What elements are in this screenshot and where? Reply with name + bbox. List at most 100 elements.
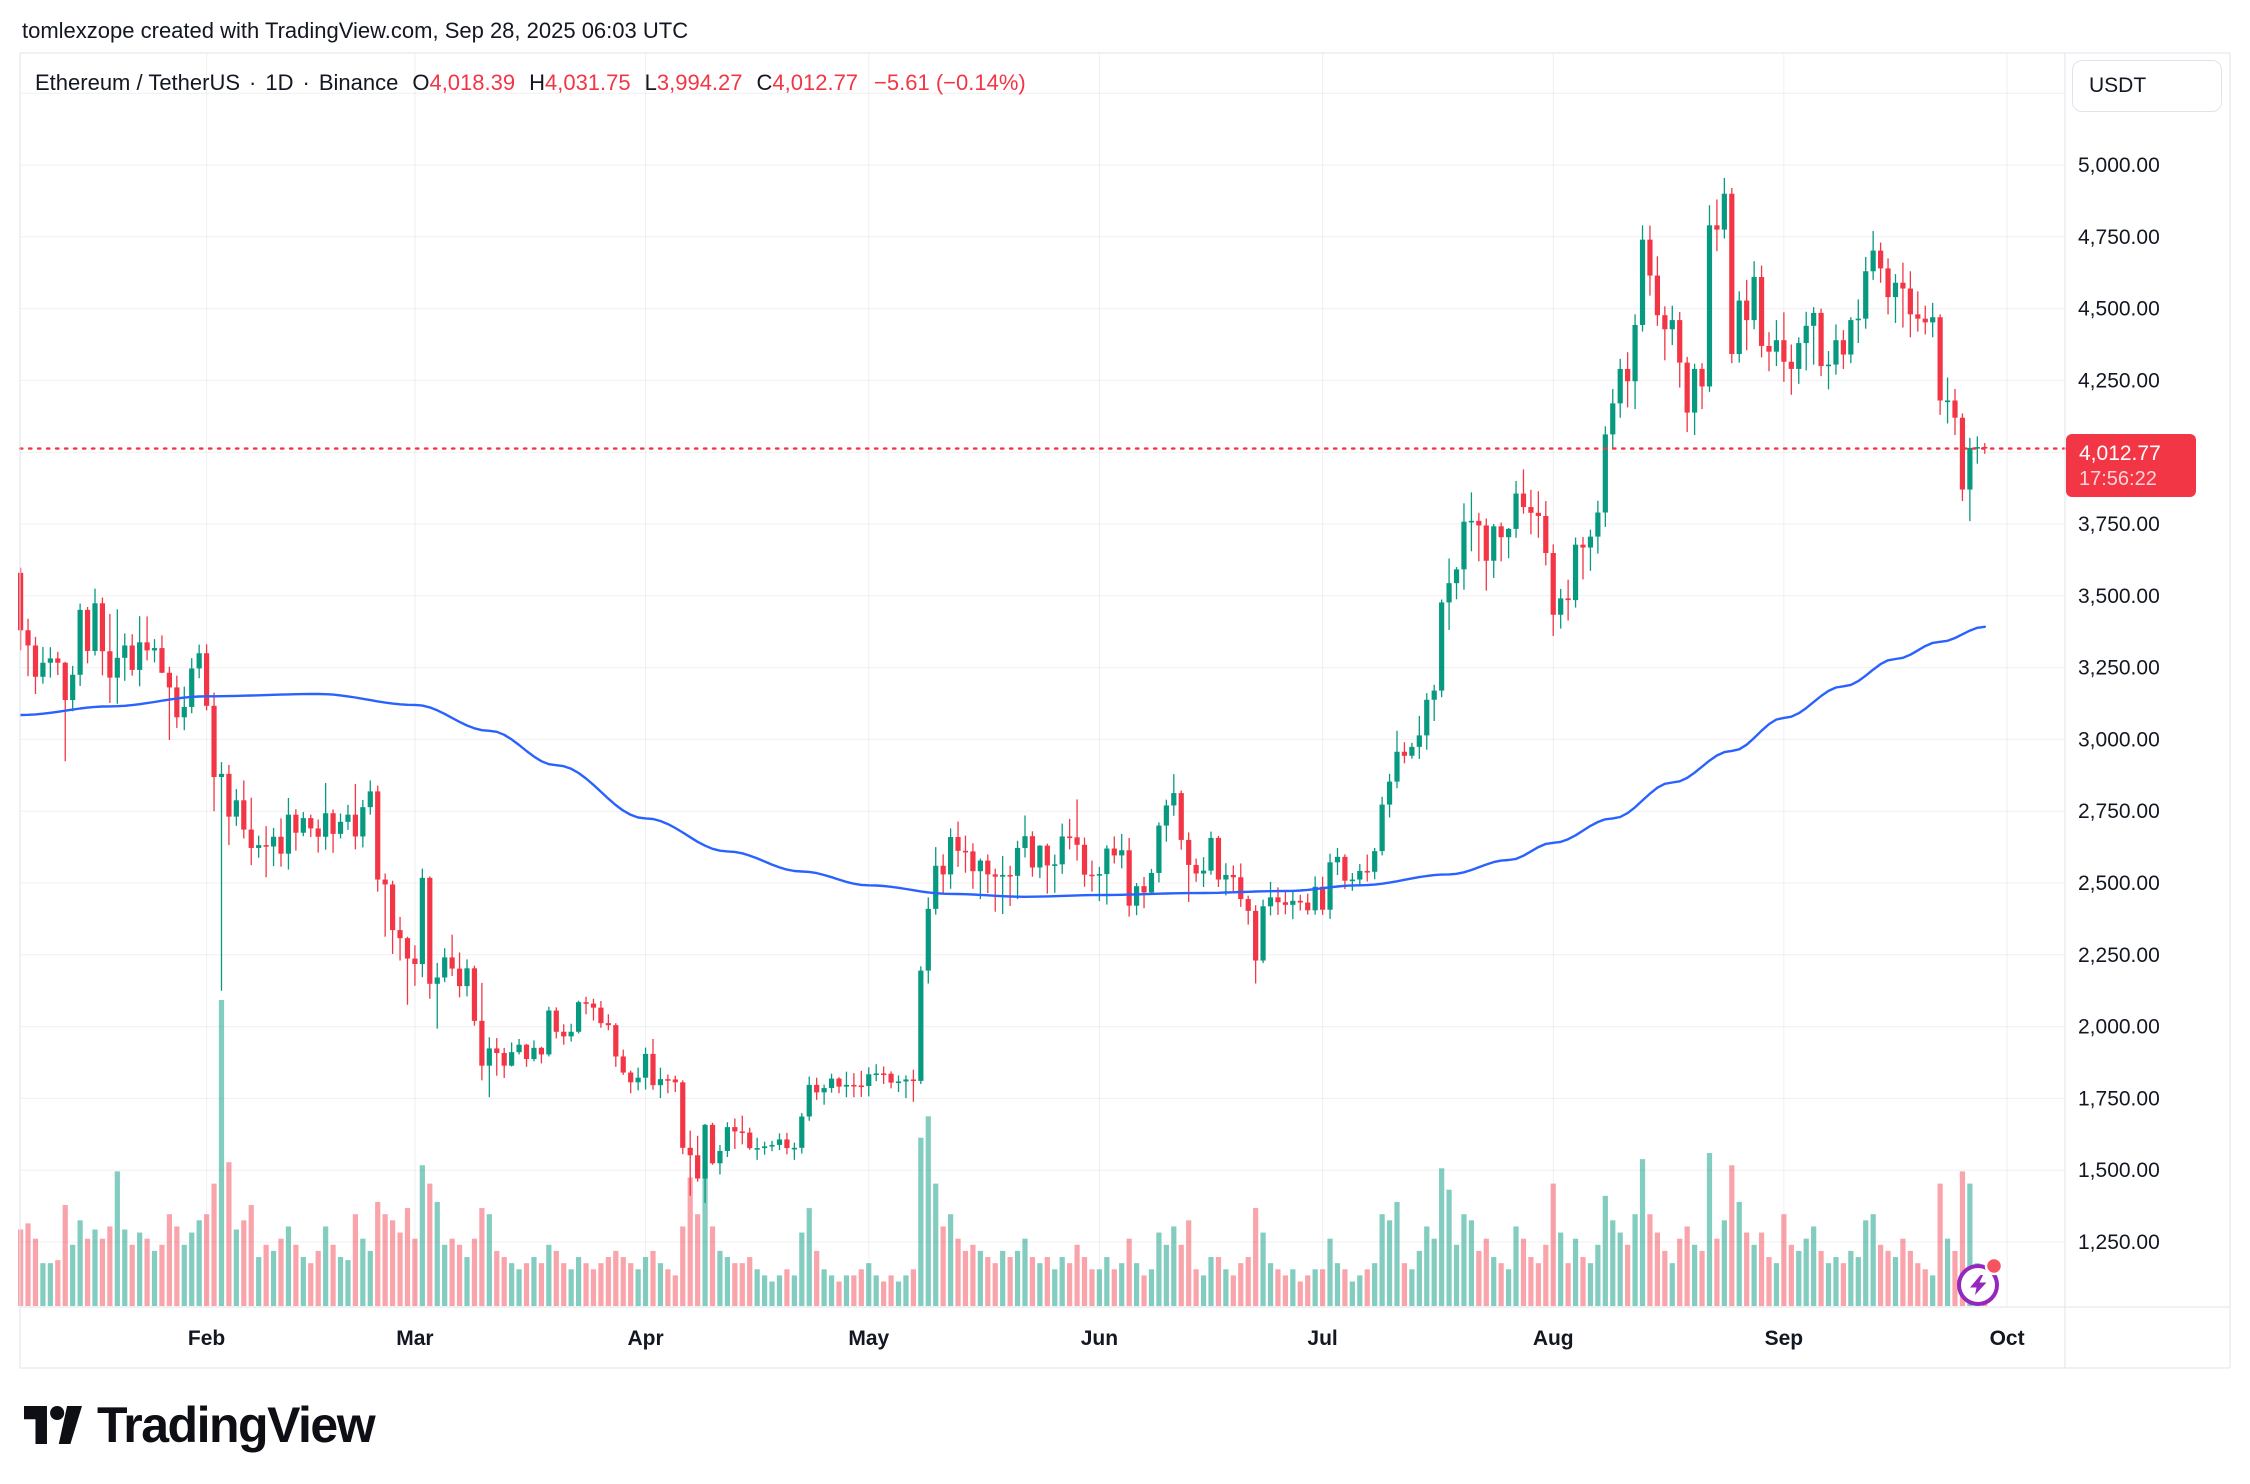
- volume-bar: [77, 1220, 83, 1306]
- volume-bar: [546, 1244, 552, 1306]
- candle-body: [1587, 536, 1594, 548]
- volume-bar: [1014, 1250, 1021, 1306]
- volume-bar: [1022, 1238, 1028, 1306]
- candle-body: [948, 837, 954, 875]
- volume-bar: [241, 1220, 247, 1306]
- candle-body: [196, 653, 202, 669]
- candle-body: [1788, 361, 1794, 369]
- candle-body: [32, 645, 39, 677]
- volume-bar: [1587, 1263, 1594, 1306]
- candle-body: [1610, 403, 1616, 435]
- candle-body: [1498, 526, 1504, 538]
- volume-bar: [1067, 1263, 1073, 1306]
- candle-body: [285, 814, 292, 854]
- candle-body: [1558, 598, 1564, 615]
- volume-bar: [1476, 1250, 1482, 1306]
- tradingview-logo[interactable]: TradingView: [24, 1400, 376, 1450]
- candle-body: [635, 1077, 641, 1083]
- volume-bar: [1134, 1263, 1140, 1306]
- volume-bar: [1744, 1232, 1750, 1306]
- volume-bar: [613, 1250, 619, 1306]
- candle-body: [270, 836, 277, 847]
- currency-toggle-button[interactable]: USDT: [2072, 60, 2222, 112]
- y-tick-label: 2,250.00: [2078, 944, 2160, 967]
- candle-body: [1327, 862, 1333, 910]
- candle-body: [1394, 751, 1400, 782]
- candle-body: [1773, 340, 1780, 352]
- candle-body: [888, 1073, 894, 1083]
- volume-bar: [248, 1205, 254, 1306]
- candle-body: [1870, 250, 1876, 272]
- candle-body: [1320, 886, 1326, 910]
- candle-body: [1134, 886, 1140, 906]
- candle-body: [977, 860, 983, 872]
- volume-bar: [337, 1257, 344, 1306]
- candle-body: [1915, 314, 1921, 319]
- volume-bar: [1825, 1263, 1832, 1306]
- candle-body: [1476, 520, 1482, 526]
- candle-body: [1401, 751, 1408, 756]
- volume-bar: [1141, 1275, 1147, 1306]
- volume-bar: [390, 1220, 396, 1306]
- candle-body: [985, 860, 991, 875]
- candle-body: [92, 603, 98, 651]
- volume-bar: [1565, 1263, 1571, 1306]
- candle-body: [1699, 368, 1705, 387]
- volume-bar: [851, 1275, 857, 1306]
- candle-body: [1625, 368, 1631, 382]
- x-month-label: May: [848, 1327, 889, 1350]
- high-label: H: [529, 70, 545, 95]
- candle-body: [717, 1150, 723, 1164]
- volume-bar: [1119, 1263, 1125, 1306]
- candle-body: [1974, 447, 1980, 449]
- volume-bar: [657, 1263, 664, 1306]
- y-tick-label: 3,000.00: [2078, 728, 2160, 751]
- candle-body: [962, 850, 969, 853]
- volume-bar: [1543, 1244, 1549, 1306]
- candle-body: [866, 1074, 872, 1087]
- legend-separator: ·: [302, 70, 310, 95]
- volume-bar: [1692, 1244, 1698, 1306]
- candle-body: [1186, 839, 1192, 865]
- candle-body: [598, 1007, 604, 1024]
- x-axis-labels[interactable]: Feb Mar Apr May Jun Jul Aug Sep Oct: [188, 1327, 2025, 1350]
- candle-body: [1922, 318, 1928, 323]
- candle-body: [1096, 874, 1102, 876]
- volume-bar: [129, 1244, 135, 1306]
- volume-bar: [323, 1226, 329, 1306]
- candle-body: [509, 1052, 515, 1066]
- low-label: L: [644, 70, 657, 95]
- x-month-label: Sep: [1765, 1327, 1804, 1350]
- candle-body: [1007, 874, 1013, 877]
- volume-bar: [330, 1244, 336, 1306]
- volume-bar: [1855, 1257, 1861, 1306]
- y-axis-labels[interactable]: 1,250.00 1,500.00 1,750.00 2,000.00 2,250.00…: [2078, 154, 2160, 1254]
- candle-body: [1952, 400, 1958, 418]
- candle-body: [1439, 602, 1445, 691]
- candle-body: [1758, 277, 1765, 346]
- volume-bar: [1647, 1214, 1653, 1306]
- candle-body: [762, 1146, 768, 1149]
- volume-bar: [1766, 1257, 1772, 1306]
- volume-bar: [561, 1263, 567, 1306]
- candle-body: [241, 800, 247, 830]
- last-price-badge: 4,012.77 17:56:22: [2066, 434, 2196, 497]
- candle-body: [1334, 856, 1341, 863]
- volume-bar: [1699, 1250, 1705, 1306]
- volume-bar: [1796, 1250, 1802, 1306]
- candle-body: [1744, 300, 1750, 321]
- candle-body: [464, 968, 470, 987]
- candle-body: [1684, 362, 1690, 413]
- boost-lightning-icon[interactable]: [1949, 1253, 2011, 1315]
- volume-bar: [992, 1263, 998, 1306]
- candle-body: [1677, 320, 1683, 363]
- candle-body: [144, 642, 150, 651]
- volume-bar: [278, 1238, 284, 1306]
- volume-bar: [1907, 1250, 1913, 1306]
- volume-bar: [1662, 1250, 1668, 1306]
- y-tick-label: 3,750.00: [2078, 513, 2160, 536]
- volume-bar: [918, 1137, 924, 1306]
- candle-body: [1729, 193, 1735, 354]
